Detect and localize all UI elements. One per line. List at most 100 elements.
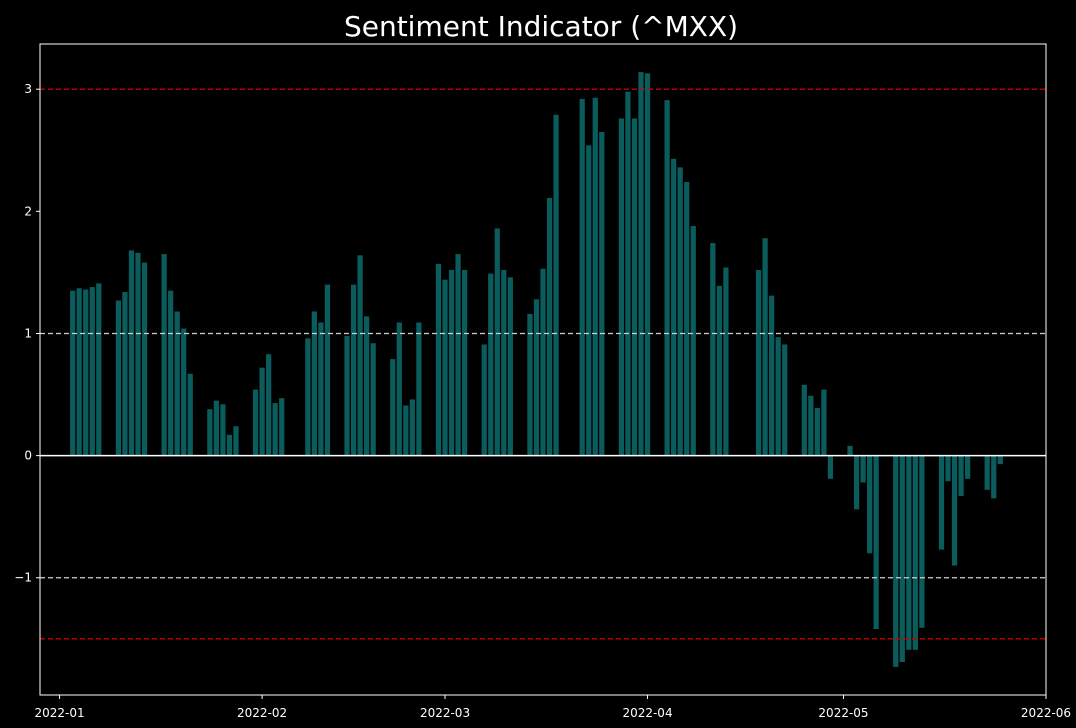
bar <box>710 243 716 456</box>
y-axis: −1 0 1 2 3 <box>14 82 40 585</box>
bar <box>762 238 768 456</box>
bar <box>416 322 422 456</box>
x-tick-label: 2022-03 <box>420 706 470 720</box>
bar <box>644 73 651 456</box>
bar <box>899 455 905 663</box>
bar <box>252 389 259 456</box>
bar <box>324 284 331 456</box>
bar <box>364 316 370 456</box>
bar <box>448 269 455 456</box>
bar <box>266 354 272 456</box>
bar <box>716 285 722 456</box>
bar <box>991 455 997 499</box>
x-tick-label: 2022-06 <box>1021 706 1071 720</box>
bar <box>853 455 860 510</box>
bar <box>403 405 409 456</box>
bar <box>599 131 605 456</box>
bar <box>213 400 219 456</box>
bar <box>808 395 814 456</box>
bar <box>553 114 559 456</box>
bars-group <box>70 72 1003 667</box>
y-tick-label: −1 <box>14 571 32 585</box>
bar <box>76 288 82 456</box>
bar <box>684 182 690 456</box>
bar <box>893 455 899 667</box>
bar <box>671 158 677 456</box>
bar <box>540 268 546 456</box>
bar <box>625 91 631 456</box>
bar <box>951 455 958 566</box>
bar <box>618 118 625 456</box>
bar <box>187 373 193 456</box>
bar <box>847 445 853 456</box>
bar <box>396 322 402 456</box>
bar <box>168 290 174 456</box>
bar <box>533 299 540 456</box>
bar <box>89 287 95 456</box>
bar <box>435 263 442 456</box>
bar <box>442 279 448 456</box>
bar <box>814 407 820 456</box>
bar <box>370 343 376 456</box>
reference-lines <box>40 88 1046 640</box>
bar <box>821 389 827 456</box>
bar <box>938 455 945 550</box>
bar <box>115 300 122 456</box>
x-tick-label: 2022-02 <box>237 706 287 720</box>
bar <box>827 455 834 479</box>
bar <box>305 338 311 456</box>
bar <box>279 398 285 456</box>
bar <box>755 269 762 456</box>
bar <box>501 269 507 456</box>
bar <box>181 328 187 456</box>
plot-frame <box>39 43 1047 696</box>
bar <box>507 277 513 456</box>
bar <box>579 98 585 456</box>
bar <box>638 72 644 456</box>
bar <box>527 313 533 456</box>
bar <box>906 455 912 650</box>
bar <box>174 311 180 456</box>
x-tick-label: 2022-01 <box>35 706 85 720</box>
y-tick-label: 1 <box>24 326 32 340</box>
bar <box>631 118 638 456</box>
bar <box>769 295 775 456</box>
bar <box>207 409 213 456</box>
bar <box>919 455 925 628</box>
bar <box>318 322 324 456</box>
bar <box>965 455 971 479</box>
bar <box>409 399 415 456</box>
bar <box>70 290 76 456</box>
x-axis: 2022-01 2022-02 2022-03 2022-04 2022-05 2022-… <box>35 695 1071 720</box>
bar <box>867 455 873 554</box>
bar <box>135 252 141 456</box>
bar <box>488 273 494 456</box>
bar <box>462 269 468 456</box>
bar <box>592 97 598 456</box>
y-tick-label: 2 <box>24 204 32 218</box>
x-tick-label: 2022-05 <box>818 706 868 720</box>
bar <box>350 284 357 456</box>
bar <box>690 225 696 456</box>
bar <box>546 197 553 456</box>
bar <box>586 145 592 456</box>
bar <box>664 100 670 456</box>
bar <box>357 255 363 456</box>
bar <box>311 311 317 456</box>
bar <box>220 404 226 456</box>
bar <box>226 434 233 456</box>
bar <box>481 344 487 456</box>
bar <box>141 262 148 456</box>
chart-title: Sentiment Indicator (^MXX) <box>344 10 738 43</box>
bar <box>455 254 461 456</box>
bar <box>723 267 729 456</box>
bar <box>122 291 128 456</box>
bar <box>494 228 500 456</box>
bar <box>272 403 278 456</box>
bar <box>860 455 866 483</box>
bar <box>677 167 683 456</box>
bar <box>801 384 807 456</box>
bar <box>344 335 350 456</box>
bar <box>161 254 167 456</box>
bar <box>96 283 102 456</box>
